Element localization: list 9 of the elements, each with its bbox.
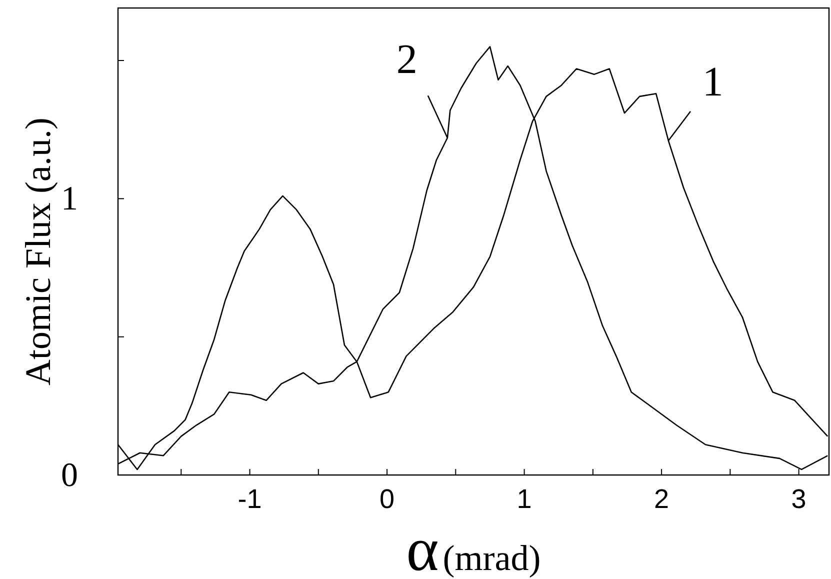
series-label: 2 (396, 36, 418, 83)
series-label: 1 (702, 60, 724, 106)
x-tick-label: 0 (380, 484, 395, 514)
y-axis-title: Atomic Flux (a.u.) (18, 118, 58, 386)
x-tick-label: 2 (654, 484, 670, 514)
x-tick-label: 3 (791, 484, 806, 514)
x-tick-label: -1 (238, 484, 262, 514)
x-axis-title: α(mrad) (406, 516, 541, 579)
x-tick-label: 1 (516, 484, 532, 514)
